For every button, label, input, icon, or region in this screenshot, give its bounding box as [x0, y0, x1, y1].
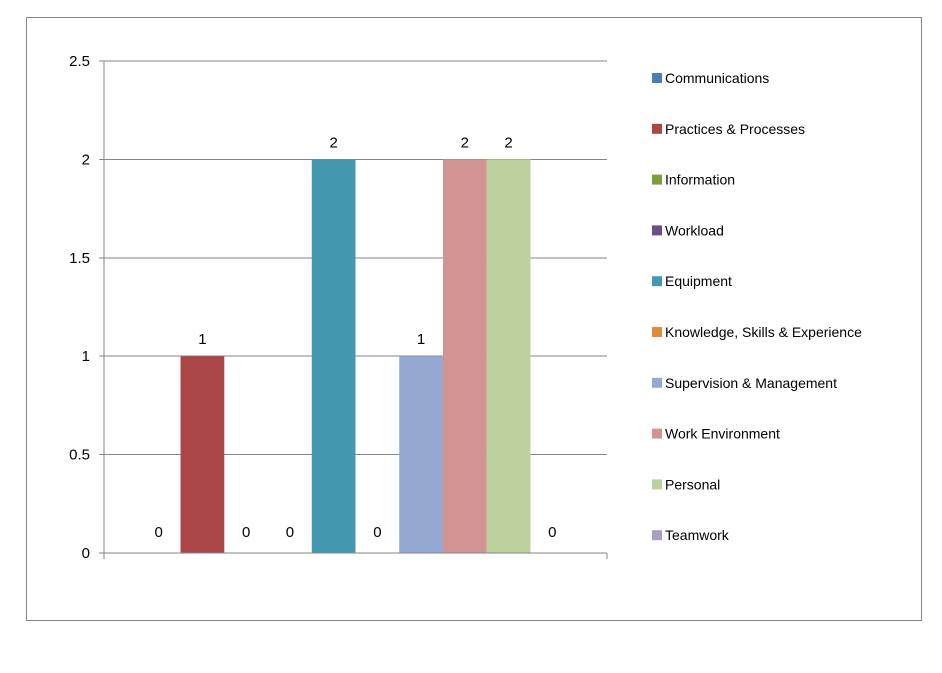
bar-1 [180, 356, 225, 553]
data-label-4: 2 [329, 134, 337, 151]
chart-frame: 0 0.5 1 1.5 2 2.5 0 1 0 0 2 0 1 2 2 0 Communications Pr… [26, 17, 922, 621]
legend-label-9: Teamwork [665, 527, 730, 543]
legend-label-3: Workload [665, 222, 724, 238]
legend: Communications Practices & Processes Infor… [652, 70, 862, 543]
bar-6 [399, 356, 443, 553]
y-tick-label-0: 0 [82, 545, 90, 562]
legend-swatch-8 [652, 479, 662, 490]
y-tick-label-4: 2 [82, 151, 90, 168]
legend-label-7: Work Environment [665, 426, 780, 442]
legend-swatch-5 [652, 327, 662, 337]
axes [99, 60, 608, 559]
y-tick-label-3: 1.5 [69, 250, 90, 267]
legend-swatch-1 [652, 123, 662, 134]
legend-label-4: Equipment [665, 273, 732, 289]
legend-label-1: Practices & Processes [665, 121, 805, 137]
legend-swatch-6 [652, 377, 662, 388]
data-label-9: 0 [548, 524, 556, 541]
data-labels: 0 1 0 0 2 0 1 2 2 0 [155, 134, 557, 541]
legend-label-2: Information [665, 172, 735, 188]
legend-label-8: Personal [665, 476, 720, 492]
bar-chart: 0 0.5 1 1.5 2 2.5 0 1 0 0 2 0 1 2 2 0 Communications Pr… [69, 53, 862, 562]
legend-swatch-3 [652, 225, 662, 236]
bars [180, 159, 531, 553]
legend-label-5: Knowledge, Skills & Experience [665, 324, 862, 340]
data-label-7: 2 [461, 134, 469, 151]
bar-8 [486, 159, 531, 553]
legend-label-0: Communications [665, 70, 769, 86]
data-label-6: 1 [417, 331, 425, 348]
legend-swatch-4 [652, 276, 662, 287]
bar-4 [311, 159, 356, 553]
y-tick-labels: 0 0.5 1 1.5 2 2.5 [69, 53, 90, 562]
legend-swatch-9 [652, 530, 662, 541]
bar-7 [442, 159, 487, 553]
y-tick-label-2: 1 [82, 348, 90, 365]
data-label-5: 0 [373, 524, 381, 541]
data-label-8: 2 [504, 134, 512, 151]
legend-label-6: Supervision & Management [665, 375, 837, 391]
legend-swatch-0 [652, 73, 662, 83]
legend-swatch-7 [652, 428, 662, 439]
data-label-2: 0 [242, 524, 250, 541]
y-tick-label-1: 0.5 [69, 447, 90, 464]
data-label-0: 0 [155, 524, 163, 541]
data-label-3: 0 [286, 524, 294, 541]
legend-swatch-2 [652, 174, 662, 185]
y-tick-label-5: 2.5 [69, 53, 90, 70]
data-label-1: 1 [198, 331, 206, 348]
